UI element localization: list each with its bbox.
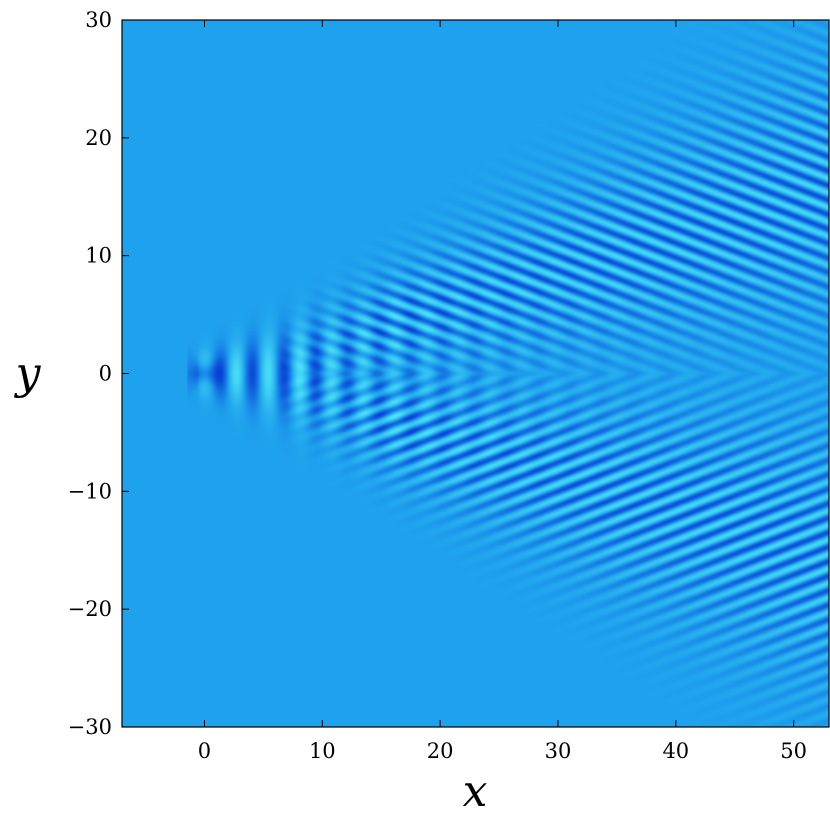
plot-area [121, 19, 830, 728]
y-tick-label: 20 [85, 126, 112, 150]
x-axis-label: x [463, 766, 488, 813]
x-tick-label: 10 [309, 739, 336, 763]
y-tick-label: 10 [85, 244, 112, 268]
x-axis: 0 10 20 30 40 50 [198, 20, 807, 763]
y-tick-label: 0 [99, 362, 112, 386]
y-tick-label: −20 [68, 597, 112, 621]
x-tick-label: 30 [545, 739, 572, 763]
y-axis-label: y [14, 348, 42, 399]
y-axis: −30 −20 −10 0 10 20 30 [68, 8, 129, 739]
x-tick-label: 50 [780, 739, 807, 763]
y-tick-label: −30 [68, 715, 112, 739]
x-tick-label: 40 [662, 739, 689, 763]
y-tick-label: 30 [85, 8, 112, 32]
wave-field-heatmap [122, 20, 829, 727]
x-tick-label: 20 [427, 739, 454, 763]
y-tick-label: −10 [68, 479, 112, 503]
x-tick-label: 0 [198, 739, 211, 763]
